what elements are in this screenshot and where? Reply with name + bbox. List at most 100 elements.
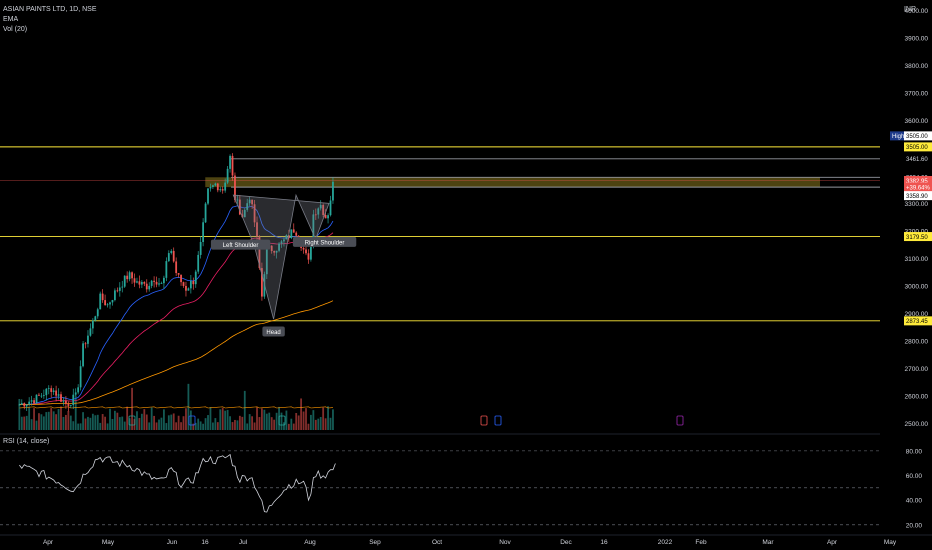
volume-bar xyxy=(322,407,325,430)
candle-body xyxy=(212,185,214,187)
pattern-annotation: Right Shoulder xyxy=(292,236,357,247)
candle xyxy=(273,250,276,256)
candle xyxy=(82,341,84,368)
price-label-text-6: 3179.50 xyxy=(906,235,928,241)
candle xyxy=(329,195,332,217)
candle-body xyxy=(170,250,173,254)
volume-bar xyxy=(82,412,84,430)
volume-bar xyxy=(47,411,50,430)
volume-bar xyxy=(172,413,175,430)
candle-body xyxy=(158,283,160,285)
event-marker-4 xyxy=(494,415,502,426)
candle xyxy=(55,385,58,402)
candle-body xyxy=(62,400,65,402)
volume-bar xyxy=(180,422,182,430)
volume-bar xyxy=(57,409,60,430)
candle xyxy=(67,401,70,412)
volume-bar xyxy=(189,410,192,430)
volume-bar xyxy=(197,418,200,430)
high-value-box xyxy=(904,131,932,141)
price-label-text-4: +39.64% xyxy=(906,185,931,191)
candle xyxy=(285,234,288,240)
currency-label: INR xyxy=(903,6,916,13)
candle xyxy=(197,251,200,274)
volume-bar xyxy=(185,408,187,430)
volume-bar xyxy=(101,414,104,430)
candle xyxy=(216,182,219,193)
time-tick-label-2: Jun xyxy=(167,539,178,546)
pattern-annotation: Left Shoulder xyxy=(210,239,271,250)
high-label: High 3505.00 xyxy=(890,131,932,141)
candle xyxy=(265,246,268,280)
candle-body xyxy=(99,293,102,310)
candle-body xyxy=(114,290,116,301)
candle-body xyxy=(261,268,263,297)
candle xyxy=(143,281,146,287)
time-tick-label-10: 16 xyxy=(600,539,608,546)
volume-bar xyxy=(251,416,254,430)
price-tick-label-2: 3800.00 xyxy=(905,63,929,70)
candle-body xyxy=(231,155,234,176)
candle xyxy=(292,223,295,233)
candle-body xyxy=(278,243,280,251)
volume-bar xyxy=(265,413,268,430)
candle-body xyxy=(23,403,26,407)
candle-body xyxy=(307,253,310,260)
candle xyxy=(182,281,185,288)
candle-body xyxy=(324,215,327,219)
volume-bar xyxy=(285,410,288,430)
candle xyxy=(167,250,170,263)
price-label: 3179.50 xyxy=(904,232,932,242)
volume-bar xyxy=(138,417,141,430)
rsi-indicator-label[interactable]: RSI (14, close) xyxy=(3,438,50,445)
volume-bar xyxy=(79,423,82,430)
time-tick-label-7: Oct xyxy=(432,539,442,546)
volume-bar xyxy=(263,409,266,430)
candle-body xyxy=(199,242,202,255)
candle xyxy=(91,318,94,334)
candle xyxy=(310,244,312,262)
volume-bar xyxy=(212,422,214,430)
price-label-box xyxy=(904,316,932,326)
candle-body xyxy=(182,282,185,286)
candle xyxy=(327,213,329,224)
volume-bar xyxy=(236,420,239,430)
price-tick-label-8: 3200.00 xyxy=(905,228,929,235)
price-tick-label-11: 2900.00 xyxy=(905,311,929,318)
candle xyxy=(185,281,187,297)
volume-bar xyxy=(177,415,180,430)
candle xyxy=(163,275,165,290)
candle-body xyxy=(150,280,153,286)
volume-bar xyxy=(128,418,131,430)
candle xyxy=(72,388,75,410)
volume-bar xyxy=(145,414,148,430)
high-label-box xyxy=(890,131,905,141)
volume-bar xyxy=(148,422,151,430)
time-tick-label-6: Sep xyxy=(369,539,381,546)
volume-bar xyxy=(207,415,209,430)
candle-body xyxy=(175,261,178,274)
time-tick-label-3: 16 xyxy=(201,539,209,546)
volume-bar xyxy=(234,419,236,430)
candle xyxy=(153,276,156,288)
candle xyxy=(280,239,283,248)
high-label-value: 3505.00 xyxy=(906,134,928,140)
candle-body xyxy=(180,274,182,283)
volume-indicator-label[interactable]: Vol (20) xyxy=(3,26,28,33)
symbol-title[interactable]: ASIAN PAINTS LTD, 1D, NSE xyxy=(3,6,97,13)
rsi-tick-label-2: 40.00 xyxy=(906,498,923,505)
candle xyxy=(38,392,40,396)
resistance-zone xyxy=(205,177,820,188)
price-label-text-5: 3358.90 xyxy=(906,194,928,200)
volume-bar xyxy=(194,422,197,430)
candle xyxy=(229,154,231,173)
time-tick-label-13: Mar xyxy=(762,539,774,546)
candle xyxy=(33,398,35,404)
volume-bar xyxy=(332,409,334,430)
candle xyxy=(261,262,263,301)
ema-indicator-label[interactable]: EMA xyxy=(3,16,19,23)
volume-bar xyxy=(283,422,285,430)
candle xyxy=(324,209,327,219)
volume-bar xyxy=(300,398,303,430)
